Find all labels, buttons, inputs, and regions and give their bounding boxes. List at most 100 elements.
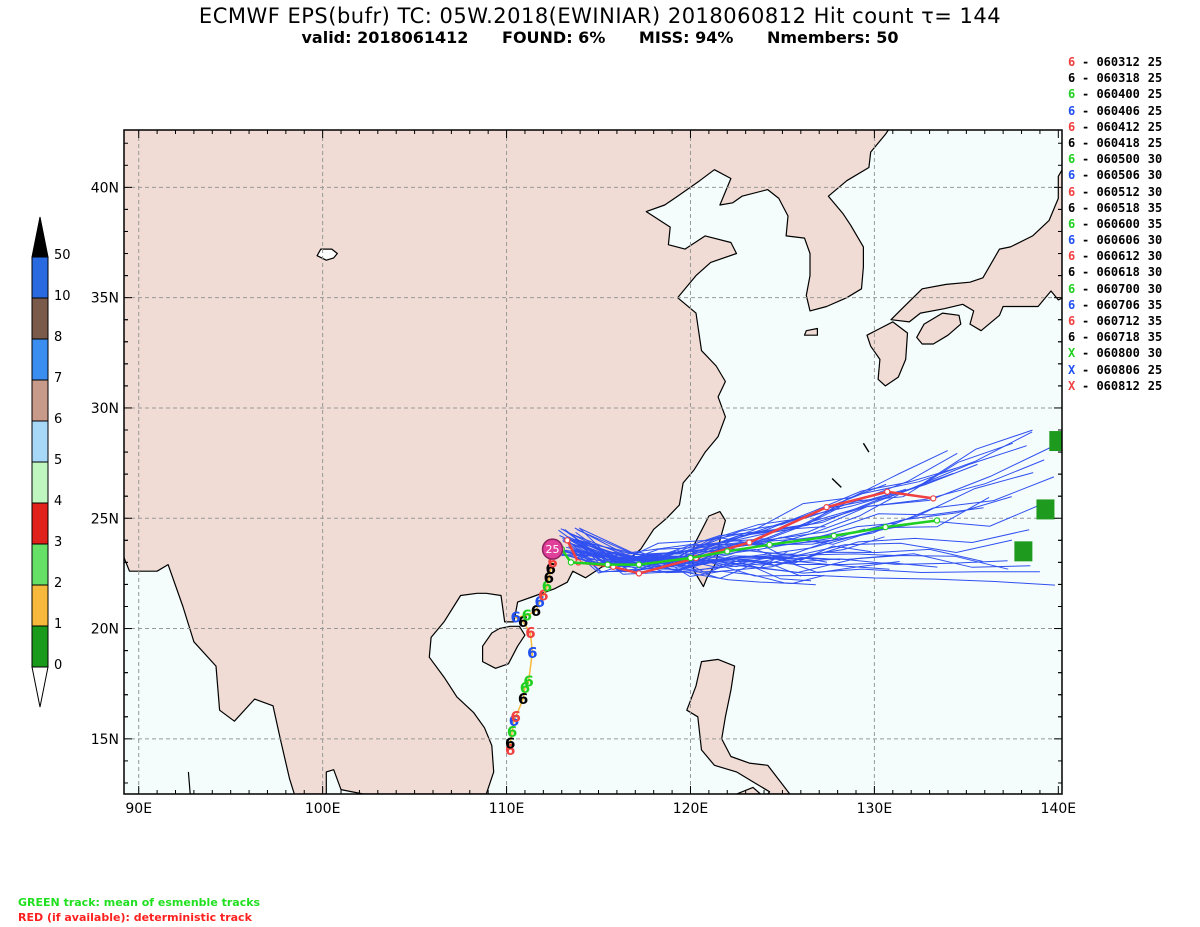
- colorbar-tick-label: 5: [54, 453, 63, 468]
- legend-symbol: 6: [1068, 135, 1076, 150]
- hit-box: [1014, 541, 1033, 562]
- legend-time: - 060406: [1082, 103, 1140, 118]
- legend-entry: 6 - 060418 25: [1068, 135, 1162, 151]
- philippines-south: [735, 786, 762, 794]
- member-track: [572, 459, 1045, 554]
- legend-count: 25: [1147, 119, 1163, 134]
- legend-time: - 060512: [1082, 184, 1140, 199]
- legend-count: 35: [1147, 314, 1163, 328]
- legend-symbol: X: [1068, 378, 1076, 393]
- legend-time: - 060400: [1082, 87, 1140, 102]
- red-track-note: RED (if available): deterministic track: [18, 911, 252, 924]
- lon-label: 120E: [673, 801, 709, 817]
- map-frame: [123, 129, 1063, 795]
- cyclone-symbol: 6: [545, 560, 555, 578]
- legend-count: 30: [1147, 152, 1163, 167]
- legend-symbol: 6: [1068, 297, 1076, 312]
- cyclone-symbol: 6: [509, 712, 519, 730]
- legend-time: - 060718: [1082, 330, 1140, 345]
- hit-count-bubble: [541, 538, 564, 560]
- colorbar-tick-label: 10: [54, 289, 71, 304]
- colorbar-top-arrow: [31, 216, 49, 258]
- legend-symbol: 6: [1068, 87, 1076, 102]
- legend-symbol: X: [1068, 362, 1076, 377]
- legend-count: 30: [1147, 346, 1163, 361]
- legend-time: - 060318: [1082, 71, 1140, 86]
- legend-time: - 060518: [1082, 200, 1140, 215]
- legend-time: - 060618: [1082, 265, 1140, 280]
- legend-count: 25: [1147, 55, 1163, 69]
- colorbar-segment: [31, 461, 49, 504]
- member-track: [568, 546, 812, 582]
- mean-track-point: [604, 561, 611, 568]
- legend-symbol: 6: [1068, 119, 1076, 134]
- legend-time: - 060806: [1082, 362, 1140, 377]
- mean-track-point: [933, 517, 941, 524]
- legend-count: 30: [1147, 265, 1163, 280]
- legend-symbol: 6: [1068, 184, 1076, 199]
- cyclone-symbol: 6: [538, 586, 548, 604]
- okinawa-island: [831, 477, 842, 488]
- colorbar-segment: [31, 543, 49, 586]
- deterministic-track-point: [823, 504, 830, 511]
- legend-symbol: 6: [1068, 233, 1076, 248]
- cyclone-symbol: 6: [531, 602, 541, 620]
- mean-and-deterministic-tracks: [558, 488, 941, 577]
- legend-symbol: 6: [1068, 314, 1076, 328]
- legend-entry: 6 - 060606 30: [1068, 232, 1162, 248]
- cyclone-symbol: 6: [542, 578, 552, 596]
- legend-entry: X - 060800 30: [1068, 345, 1162, 361]
- legend-count: 30: [1147, 168, 1163, 183]
- legend-time: - 060506: [1082, 168, 1140, 183]
- legend-count: 25: [1147, 135, 1163, 150]
- colorbar-tick-label: 4: [54, 494, 63, 509]
- cyclone-symbol: 6: [511, 708, 521, 726]
- legend-time: - 060418: [1082, 135, 1140, 150]
- legend-symbol: 6: [1068, 71, 1076, 86]
- cyclone-symbol: 6: [522, 606, 532, 624]
- legend-symbol: X: [1068, 346, 1076, 361]
- legend-entry: 6 - 060400 25: [1068, 86, 1162, 102]
- cyclone-symbol: 6: [507, 723, 517, 741]
- lat-label: 20N: [91, 622, 119, 638]
- legend-count: 35: [1147, 297, 1163, 312]
- legend-symbol: 6: [1068, 265, 1076, 280]
- valid-time: valid: 2018061412: [301, 28, 469, 47]
- legend-count: 30: [1147, 233, 1163, 248]
- map-subtitle: valid: 2018061412 FOUND: 6% MISS: 94% Nm…: [0, 28, 1200, 47]
- andaman-islands: [187, 771, 191, 794]
- observed-track-line: [509, 562, 554, 750]
- colorbar-segment: [31, 379, 49, 422]
- colorbar-tick-label: 2: [54, 576, 63, 591]
- amami-island: [862, 442, 870, 453]
- legend-entry: 6 - 060518 35: [1068, 200, 1162, 216]
- legend-time: - 060606: [1082, 233, 1140, 248]
- mean-track-point: [766, 541, 773, 548]
- legend-time: - 060712: [1082, 314, 1140, 328]
- cyclone-symbol: 6: [505, 734, 515, 752]
- legend-symbol: 6: [1068, 152, 1076, 167]
- lat-label: 15N: [91, 732, 119, 748]
- legend-time: - 060706: [1082, 297, 1140, 312]
- member-count: Nmembers: 50: [766, 28, 899, 47]
- hit-count-boxes: [1014, 431, 1062, 562]
- legend-time: - 060812: [1082, 378, 1140, 393]
- legend-count: 30: [1147, 184, 1163, 199]
- colorbar-tick-label: 3: [54, 535, 63, 550]
- colorbar-tick-label: 1: [54, 617, 63, 632]
- mean-track-point: [567, 559, 575, 566]
- cyclone-symbol: 6: [523, 672, 533, 690]
- deterministic-track-point: [564, 537, 571, 544]
- lat-label: 30N: [91, 401, 119, 417]
- colorbar: [31, 216, 49, 708]
- colorbar-segment: [31, 338, 49, 381]
- legend-entry: X - 060806 25: [1068, 362, 1162, 378]
- legend-entry: 6 - 060312 25: [1068, 54, 1162, 70]
- legend-symbol: 6: [1068, 281, 1076, 296]
- lat-label: 25N: [91, 511, 119, 527]
- legend-count: 35: [1147, 200, 1163, 215]
- member-track: [562, 450, 948, 568]
- member-track: [562, 445, 1027, 562]
- legend-entry: 6 - 060718 35: [1068, 329, 1162, 345]
- colorbar-segment: [31, 502, 49, 545]
